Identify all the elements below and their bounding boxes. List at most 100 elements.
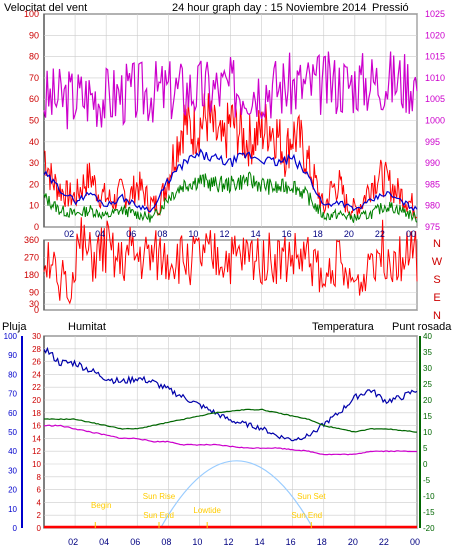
humidity-tick-label: 80 <box>8 370 17 379</box>
temperature-tick-label: 15 <box>423 412 432 421</box>
wind-tick-label: 10 <box>29 201 39 211</box>
dewpoint-line <box>43 424 417 456</box>
pressure-tick-label: 980 <box>425 201 440 211</box>
compass-label: S <box>433 274 440 286</box>
sunset-end-label: Sun End <box>291 511 322 520</box>
rain-label: Pluja <box>2 321 27 333</box>
humidity-tick-label: 50 <box>8 428 17 437</box>
humidity-label: Humitat <box>68 321 106 333</box>
compass-label: E <box>433 292 440 304</box>
pressure-tick-label: 975 <box>425 222 440 232</box>
compass-label: W <box>432 256 443 268</box>
hour-tick-label: 08 <box>157 229 167 239</box>
wind-tick-label: 100 <box>24 9 39 19</box>
humidity-tick-label: 10 <box>8 505 17 514</box>
rain-tick-label: 4 <box>37 498 42 507</box>
sunrise-label: Sun Rise <box>143 492 176 501</box>
wind-tick-label: 0 <box>34 222 39 232</box>
direction-tick-label: 90 <box>29 288 39 298</box>
wind-tick-label: 60 <box>29 94 39 104</box>
compass-label: N <box>433 310 441 322</box>
temperature-tick-label: 0 <box>423 460 428 469</box>
lower-hour-tick-label: 08 <box>161 537 171 547</box>
temperature-tick-label: 25 <box>423 380 432 389</box>
hour-tick-label: 18 <box>313 229 323 239</box>
pressure-label: Pressió <box>372 2 409 14</box>
hour-tick-label: 00 <box>406 229 416 239</box>
pressure-tick-label: 1020 <box>425 30 445 40</box>
sun-arc <box>160 460 314 529</box>
hour-tick-label: 14 <box>251 229 261 239</box>
rain-tick-label: 8 <box>37 473 42 482</box>
wind-gust-line <box>43 93 418 219</box>
wind-tick-label: 50 <box>29 116 39 126</box>
temperature-tick-label: -20 <box>423 524 435 533</box>
rain-tick-label: 12 <box>32 447 41 456</box>
pressure-tick-label: 1025 <box>425 9 445 19</box>
pressure-tick-label: 1010 <box>425 73 445 83</box>
twilight-begin-label: Begin <box>91 501 111 510</box>
wind-tick-label: 20 <box>29 179 39 189</box>
hour-tick-label: 22 <box>375 229 385 239</box>
humidity-tick-label: 60 <box>8 409 17 418</box>
temperature-tick-label: 10 <box>423 428 432 437</box>
lower-hour-tick-label: 22 <box>379 537 389 547</box>
rain-tick-label: 30 <box>32 332 41 341</box>
dewpoint-label: Punt rosada <box>392 321 452 333</box>
wind-tick-label: 70 <box>29 73 39 83</box>
pressure-tick-label: 990 <box>425 158 440 168</box>
pressure-tick-label: 995 <box>425 137 440 147</box>
sunrise-end-label: Sun End <box>143 511 174 520</box>
lowtide-label: Lowtide <box>193 506 221 515</box>
rain-tick-label: 0 <box>37 524 42 533</box>
temperature-line <box>44 408 417 433</box>
grid-layer <box>21 13 421 529</box>
lower-hour-tick-label: 06 <box>130 537 140 547</box>
series-layer <box>43 51 418 529</box>
pressure-line <box>43 51 418 130</box>
lower-hour-tick-label: 20 <box>348 537 358 547</box>
humidity-tick-label: 90 <box>8 351 17 360</box>
hour-tick-label: 12 <box>219 229 229 239</box>
lower-hour-tick-label: 16 <box>286 537 296 547</box>
rain-tick-label: 10 <box>32 460 41 469</box>
lower-hour-tick-label: 12 <box>223 537 233 547</box>
sunset-label: Sun Set <box>297 492 326 501</box>
rain-tick-label: 2 <box>37 511 42 520</box>
humidity-tick-label: 0 <box>13 524 18 533</box>
tick-label-layer: 0102030405060708090100975980985990995100… <box>4 9 445 547</box>
rain-tick-label: 20 <box>32 396 41 405</box>
rain-tick-label: 18 <box>32 409 41 418</box>
temperature-tick-label: 20 <box>423 396 432 405</box>
wind-tick-label: 40 <box>29 137 39 147</box>
wind-tick-label: 90 <box>29 30 39 40</box>
pressure-tick-label: 1005 <box>425 94 445 104</box>
wind-tick-label: 30 <box>29 158 39 168</box>
rain-tick-label: 24 <box>32 370 41 379</box>
temperature-tick-label: -10 <box>423 492 435 501</box>
compass-label: N <box>433 238 441 250</box>
pressure-tick-label: 1015 <box>425 52 445 62</box>
rain-tick-label: 28 <box>32 345 41 354</box>
hour-tick-label: 16 <box>282 229 292 239</box>
direction-tick-label: 30 <box>29 299 39 309</box>
rain-tick-label: 26 <box>32 358 41 367</box>
wind-avg-line <box>43 148 418 213</box>
hour-tick-label: 06 <box>126 229 136 239</box>
rain-tick-label: 22 <box>32 383 41 392</box>
temperature-tick-label: -5 <box>423 476 431 485</box>
wind-min-line <box>43 171 418 223</box>
rain-tick-label: 14 <box>32 434 41 443</box>
temperature-tick-label: 5 <box>423 444 428 453</box>
chart-title: 24 hour graph day : 15 Noviembre 2014 <box>172 2 366 14</box>
direction-tick-label: 270 <box>24 253 39 263</box>
hour-tick-label: 20 <box>344 229 354 239</box>
temperature-tick-label: -15 <box>423 508 435 517</box>
temperature-tick-label: 35 <box>423 348 432 357</box>
humidity-tick-label: 100 <box>4 332 18 341</box>
temperature-tick-label: 30 <box>423 364 432 373</box>
lower-hour-tick-label: 02 <box>68 537 78 547</box>
direction-tick-label: 180 <box>24 270 39 280</box>
pressure-tick-label: 1000 <box>425 116 445 126</box>
